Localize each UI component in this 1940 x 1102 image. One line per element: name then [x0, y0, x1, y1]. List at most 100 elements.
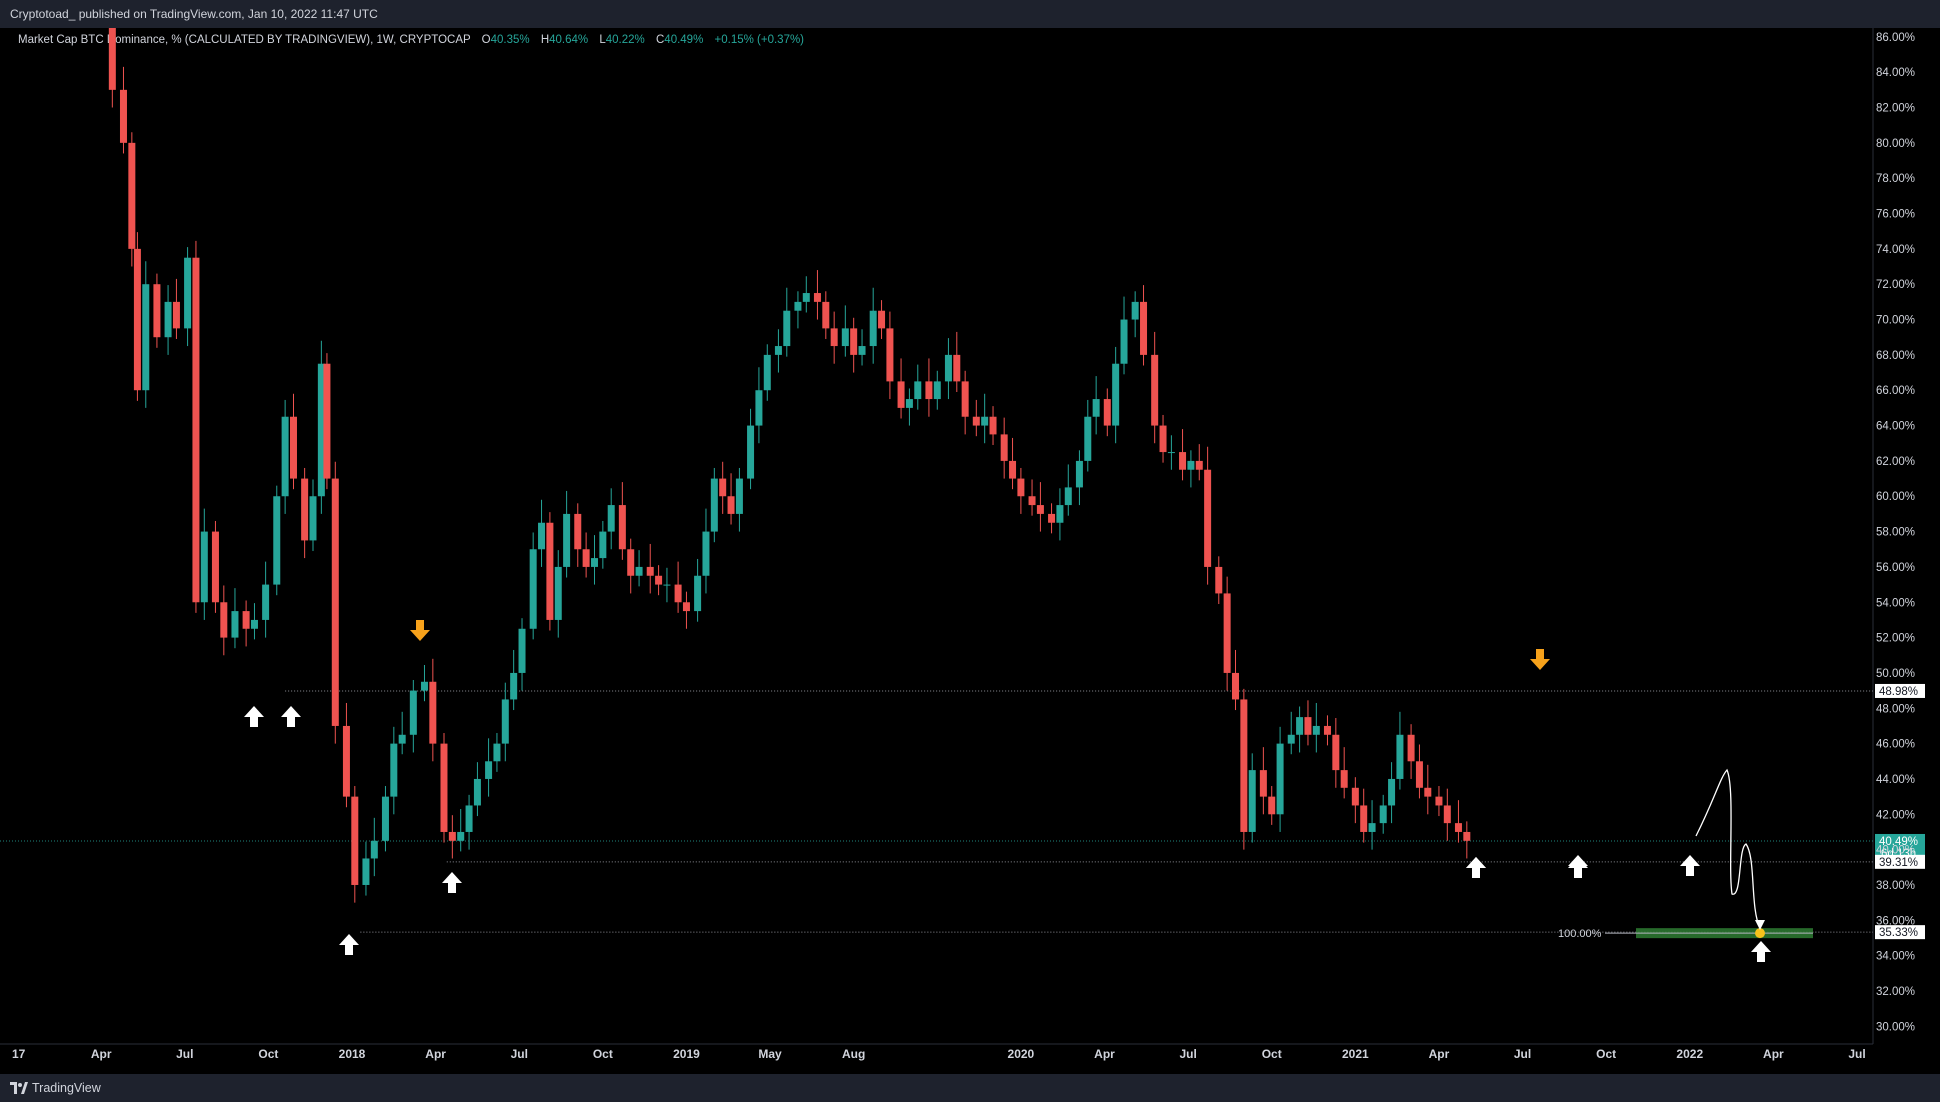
price-tick-label: 50.00% — [1876, 668, 1915, 680]
candle-body — [518, 628, 526, 673]
price-tick-label: 36.00% — [1876, 915, 1915, 927]
candle-body — [457, 831, 465, 841]
candle-body — [663, 584, 671, 586]
candle-body — [763, 354, 771, 391]
candle-body — [682, 602, 690, 612]
level-price-label: 39.31% — [1879, 857, 1918, 869]
time-axis[interactable]: 17 Apr Jul Oct 2018 Apr Jul Oct 2019 May Aug 2020 Ap… — [12, 1047, 1866, 1061]
candle-body — [735, 478, 743, 514]
time-tick-label: Jul — [1179, 1047, 1196, 1061]
candle-body — [289, 416, 297, 479]
projection-path — [1695, 768, 1761, 929]
candle-body — [1140, 301, 1148, 355]
candle-body — [914, 381, 922, 400]
candle-body — [1368, 823, 1376, 832]
candle-body — [554, 566, 562, 620]
footer-brand: TradingView — [32, 1081, 101, 1095]
candle-body — [1454, 823, 1462, 832]
candle-body — [755, 390, 763, 426]
candle-body — [944, 354, 952, 382]
price-tick-label: 78.00% — [1876, 173, 1915, 185]
time-tick-label: Oct — [1262, 1047, 1282, 1061]
time-tick-label: 2018 — [339, 1047, 366, 1061]
candle-body — [317, 363, 325, 497]
candle-body — [646, 566, 654, 576]
candle-body — [1287, 734, 1295, 744]
candle-body — [850, 328, 858, 355]
candle-body — [727, 496, 735, 514]
candle-body — [1259, 770, 1267, 797]
candle-body — [420, 681, 428, 691]
candle-body — [1167, 452, 1175, 454]
candle-body — [1296, 717, 1304, 735]
candle-body — [1424, 787, 1432, 797]
candle-body — [574, 513, 582, 550]
candles — [108, 28, 1471, 903]
candle-body — [783, 310, 791, 347]
candle-body — [128, 142, 136, 249]
candle-body — [465, 805, 473, 832]
candle-body — [1187, 460, 1195, 470]
symbol-title: Market Cap BTC Dominance, % (CALCULATED … — [18, 34, 471, 46]
level-price-box — [1875, 925, 1925, 940]
candle-body — [220, 602, 228, 638]
candle-body — [538, 522, 546, 550]
candle-body — [1435, 796, 1443, 806]
candle-body — [1009, 460, 1017, 479]
candle-body — [1056, 505, 1064, 523]
orange-down-arrow-icon — [1530, 649, 1550, 670]
candle-body — [1092, 399, 1100, 417]
time-tick-label: May — [758, 1047, 782, 1061]
candle-body — [1103, 399, 1111, 426]
price-tick-label: 30.00% — [1876, 1021, 1915, 1033]
candle-body — [351, 796, 359, 885]
candle-body — [1120, 319, 1128, 364]
time-tick-label: Jul — [1514, 1047, 1531, 1061]
price-tick-label: 40.00% — [1876, 845, 1915, 857]
candle-body — [390, 743, 398, 797]
candle-body — [1048, 513, 1056, 523]
price-axis[interactable]: 86.00% 84.00% 82.00% 80.00% 78.00% 76.00% 74.0… — [1876, 32, 1915, 1033]
up-arrow-icon — [1680, 855, 1700, 876]
level-price-label: 40.49% — [1879, 836, 1918, 848]
candle-body — [362, 858, 370, 885]
candle-body — [1036, 505, 1044, 514]
candle-body — [331, 478, 339, 726]
candle-body — [989, 416, 997, 435]
price-tick-label: 76.00% — [1876, 209, 1915, 221]
low-label: L — [599, 34, 606, 46]
candle-body — [635, 566, 643, 576]
candle-body — [802, 293, 810, 302]
time-tick-label: Jul — [511, 1047, 528, 1061]
candle-body — [886, 328, 894, 382]
price-tick-label: 54.00% — [1876, 597, 1915, 609]
candle-body — [1351, 787, 1359, 806]
candle-body — [794, 301, 802, 311]
candle-body — [674, 584, 682, 603]
candle-body — [1151, 354, 1159, 426]
price-tick-label: 44.00% — [1876, 774, 1915, 786]
candle-body — [493, 743, 501, 762]
candle-body — [599, 531, 607, 559]
level-price-box — [1875, 854, 1925, 869]
time-tick-label: Apr — [425, 1047, 446, 1061]
candle-body — [381, 796, 389, 841]
time-tick-label: 2020 — [1008, 1047, 1035, 1061]
candle-body — [172, 301, 180, 329]
candle-body — [119, 89, 127, 143]
candle-body — [1075, 460, 1083, 488]
candle-body — [1415, 761, 1423, 788]
price-tick-label: 84.00% — [1876, 67, 1915, 79]
time-tick-label: Apr — [1094, 1047, 1115, 1061]
candle-body — [582, 549, 590, 567]
orange-down-arrow-icon — [410, 620, 430, 641]
time-tick-label: Apr — [1429, 1047, 1450, 1061]
time-tick-label: 2019 — [673, 1047, 700, 1061]
candle-body — [1159, 425, 1167, 453]
close-value: 40.49% — [664, 34, 704, 46]
candle-body — [878, 310, 886, 329]
candle-body — [1268, 796, 1276, 815]
level-price-label: 35.33% — [1879, 927, 1918, 939]
